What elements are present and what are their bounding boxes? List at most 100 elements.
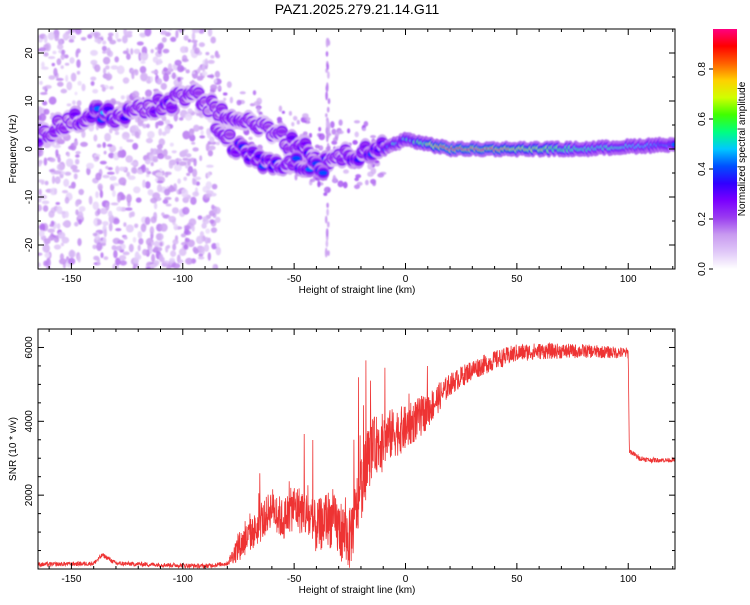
spectrogram-noise-blob bbox=[42, 243, 50, 253]
spectrogram-noise-blob bbox=[187, 108, 193, 114]
spectrogram-noise-blob bbox=[95, 172, 102, 181]
spectrogram-noise-blob bbox=[189, 134, 196, 142]
spectrogram-noise-blob bbox=[47, 31, 55, 41]
spectrogram-noise-blob bbox=[118, 166, 127, 172]
spectrogram-noise-blob bbox=[197, 215, 203, 220]
spectrogram-noise-blob bbox=[236, 99, 242, 106]
spectrogram-noise-blob bbox=[39, 223, 46, 232]
spectrogram-noise-blob bbox=[126, 139, 134, 143]
spectrogram-noise-blob bbox=[116, 38, 122, 42]
spectrogram-noise-blob bbox=[201, 71, 208, 77]
spectrogram-noise-blob bbox=[353, 120, 361, 124]
spectrogram-noise-blob bbox=[119, 255, 127, 261]
spectrogram-noise-blob bbox=[184, 113, 193, 121]
spectrogram-noise-blob bbox=[190, 196, 197, 205]
spectrogram-noise-blob bbox=[52, 50, 57, 55]
spectrogram-noise-blob bbox=[178, 191, 182, 195]
y-tick-label: 4000 bbox=[24, 410, 35, 433]
spectrogram-noise-blob bbox=[209, 136, 215, 143]
spectrogram-noise-blob bbox=[42, 100, 48, 106]
spectrogram-noise-blob bbox=[125, 155, 133, 163]
spectrogram-noise-blob bbox=[48, 210, 55, 218]
spectrogram-noise-blob bbox=[152, 155, 158, 162]
spectrogram-noise-blob bbox=[49, 157, 56, 163]
x-tick-label: -100 bbox=[173, 274, 193, 285]
spectrogram-noise-blob bbox=[132, 142, 139, 150]
spectrogram-noise-blob bbox=[66, 81, 73, 91]
spectrogram-noise-blob bbox=[64, 196, 70, 204]
spectrogram-noise-blob bbox=[140, 52, 148, 61]
spectrogram-noise-blob bbox=[59, 253, 64, 261]
spectrogram-noise-blob bbox=[177, 178, 181, 184]
spectrogram-noise-blob bbox=[54, 33, 60, 42]
spectrogram-noise-blob bbox=[354, 131, 359, 138]
spectrogram-noise-blob bbox=[43, 157, 48, 166]
spectrogram-noise-blob bbox=[64, 171, 72, 176]
spectrogram-noise-blob bbox=[121, 131, 130, 140]
spectrogram-noise-blob bbox=[75, 49, 79, 58]
spectrogram-noise-blob bbox=[120, 95, 125, 100]
spectrogram-noise-blob bbox=[187, 39, 191, 43]
spectrogram-noise-blob bbox=[68, 145, 74, 150]
spectrogram-noise-blob bbox=[150, 148, 154, 154]
spectrogram-noise-blob bbox=[127, 175, 136, 180]
spectrogram-noise-blob bbox=[343, 181, 348, 189]
spectrogram-noise-blob bbox=[102, 237, 107, 244]
spectrogram-noise-blob bbox=[326, 202, 329, 208]
spectrogram-noise-blob bbox=[325, 113, 328, 118]
spectrogram-noise-blob bbox=[213, 206, 221, 215]
spectrogram-noise-blob bbox=[198, 126, 204, 130]
spectrogram-noise-blob bbox=[69, 57, 75, 64]
colorbar-label: Normalized spectral amplitude bbox=[737, 81, 748, 216]
spectrogram-noise-blob bbox=[192, 246, 198, 253]
spectrogram-noise-blob bbox=[187, 165, 194, 174]
spectrogram-noise-blob bbox=[137, 231, 143, 239]
spectrogram-noise-blob bbox=[181, 58, 189, 63]
spectrogram-noise-blob bbox=[203, 244, 210, 252]
spectrogram-noise-blob bbox=[196, 29, 200, 33]
x-tick-label: -150 bbox=[61, 274, 81, 285]
spectrogram-noise-blob bbox=[115, 228, 122, 232]
spectrogram-noise-blob bbox=[65, 74, 69, 82]
spectrogram-noise-blob bbox=[139, 32, 145, 37]
spectrogram-noise-blob bbox=[149, 246, 153, 254]
spectrogram-noise-blob bbox=[164, 155, 172, 160]
spectrogram-noise-blob bbox=[188, 218, 197, 226]
spectrogram-noise-blob bbox=[67, 257, 76, 265]
spectrogram-noise-blob bbox=[101, 86, 106, 92]
spectrogram-noise-blob bbox=[94, 32, 98, 40]
spectrogram-noise-blob bbox=[326, 63, 330, 71]
spectrogram-noise-blob bbox=[117, 195, 121, 203]
spectrogram-noise-blob bbox=[208, 145, 216, 151]
spectrogram-noise-blob bbox=[178, 161, 187, 167]
spectrogram-ridge-mark bbox=[193, 90, 203, 96]
spectrogram-noise-blob bbox=[57, 81, 64, 87]
spectrogram-noise-blob bbox=[103, 256, 109, 260]
spectrogram-noise-blob bbox=[51, 175, 56, 184]
spectrogram-noise-blob bbox=[131, 70, 135, 80]
spectrogram-noise-blob bbox=[108, 152, 115, 159]
spectrogram-noise-blob bbox=[92, 232, 98, 237]
spectrogram-noise-blob bbox=[78, 188, 84, 196]
spectrogram-noise-blob bbox=[122, 77, 130, 84]
spectrogram-noise-blob bbox=[140, 60, 146, 64]
spectrogram-noise-blob bbox=[326, 129, 331, 136]
spectrogram-noise-blob bbox=[125, 224, 134, 233]
spectrogram-noise-blob bbox=[222, 92, 228, 96]
spectrogram-noise-blob bbox=[60, 65, 64, 69]
spectrogram-noise-blob bbox=[128, 243, 134, 253]
spectrogram-noise-blob bbox=[38, 230, 45, 237]
colorbar-tick-label: 0.8 bbox=[697, 62, 708, 76]
spectrogram-noise-blob bbox=[106, 143, 113, 147]
spectrogram-noise-blob bbox=[130, 161, 138, 166]
spectrogram-noise-blob bbox=[134, 69, 139, 76]
spectrogram-noise-blob bbox=[133, 186, 141, 194]
spectrogram-noise-blob bbox=[215, 246, 221, 256]
spectrogram-noise-blob bbox=[96, 143, 102, 148]
spectrogram-noise-blob bbox=[39, 80, 43, 85]
spectrogram-noise-blob bbox=[214, 70, 221, 78]
spectrogram-noise-blob bbox=[324, 247, 328, 258]
snr-marks bbox=[38, 341, 675, 569]
spectrogram-noise-blob bbox=[370, 135, 377, 139]
spectrogram-noise-blob bbox=[347, 128, 351, 134]
